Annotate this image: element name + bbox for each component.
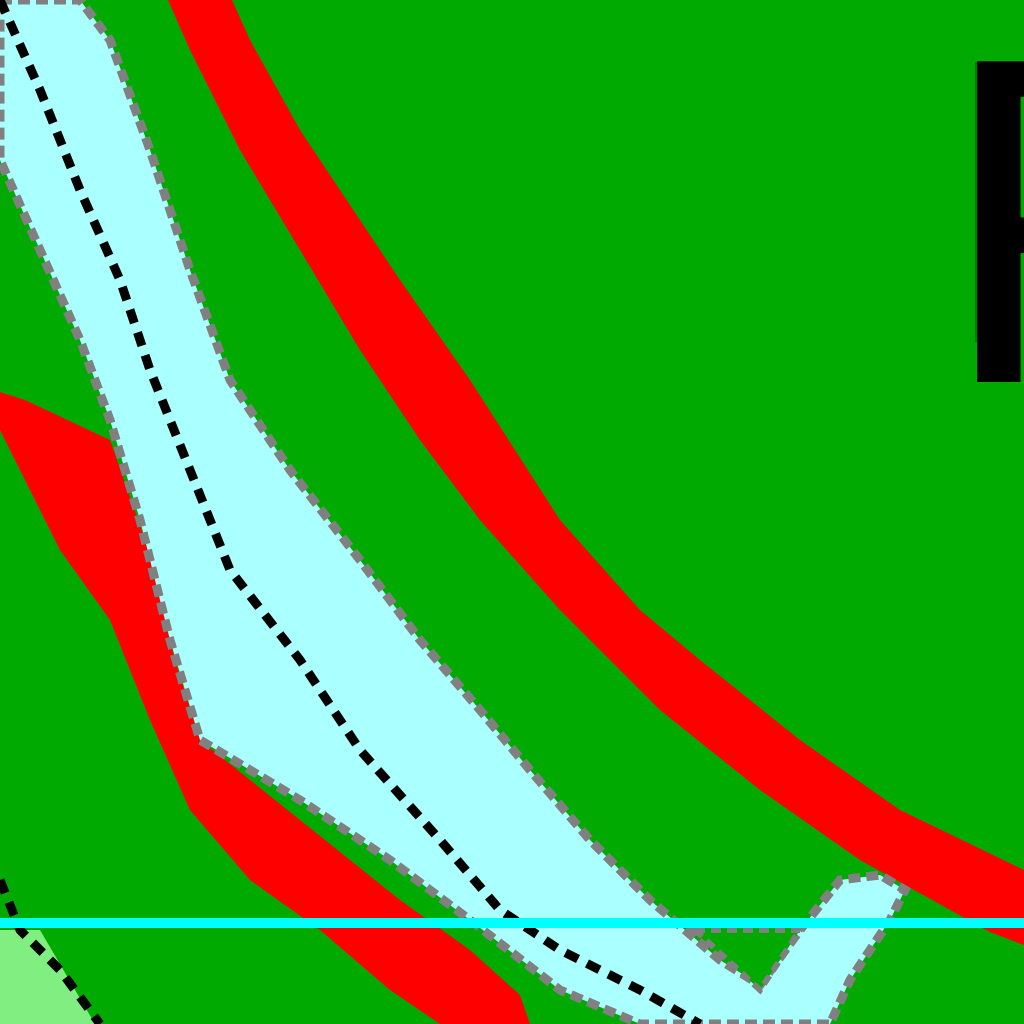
dashed-track-line-lower: [0, 878, 104, 1024]
river-inlet-notch: [687, 927, 806, 995]
red-road-upper: [168, 0, 1024, 945]
boundary-line: [0, 918, 1024, 928]
red-road-lower: [0, 392, 530, 1024]
map-label: P: [934, 10, 1024, 450]
light-terrain-patch: [0, 930, 95, 1024]
dashed-track-line: [0, 0, 703, 1024]
label-shadow: [975, 62, 989, 342]
